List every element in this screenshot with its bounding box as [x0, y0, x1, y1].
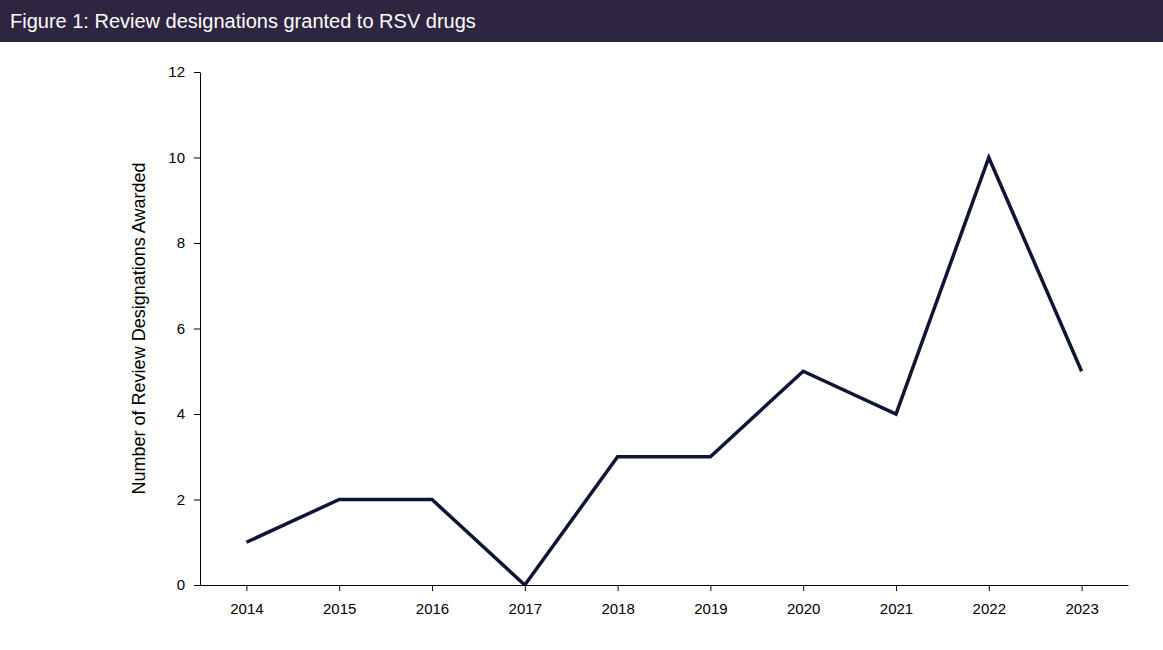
x-axis: 2014 2015 2016 2017 2018 2019 2020 2021 2022 2023: [201, 585, 1129, 617]
x-tick: 2018: [601, 585, 634, 617]
x-tick-mark: [432, 585, 433, 591]
y-tick-mark: [194, 329, 200, 330]
x-tick: 2021: [880, 585, 913, 617]
x-tick-label: 2015: [323, 600, 356, 617]
y-tick-label: 6: [177, 320, 185, 337]
x-tick-mark: [989, 585, 990, 591]
x-tick-label: 2014: [230, 600, 263, 617]
x-tick-mark: [896, 585, 897, 591]
title: Figure 1: Review designations granted to…: [10, 10, 476, 32]
y-tick-label: 12: [168, 63, 185, 80]
x-tick-mark: [618, 585, 619, 591]
y-axis-title: Number of Review Designations Awarded: [129, 163, 149, 495]
x-tick: 2016: [416, 585, 449, 617]
y-tick-label: 8: [177, 234, 185, 251]
y-axis: 0 2 4 6 8 10 12: [168, 63, 200, 593]
series-line: [246, 158, 1081, 586]
x-tick-label: 2020: [787, 600, 820, 617]
x-tick-mark: [803, 585, 804, 591]
y-tick: 6: [177, 320, 200, 337]
x-tick: 2023: [1065, 585, 1098, 617]
x-tick-label: 2023: [1065, 600, 1098, 617]
x-tick-label: 2018: [601, 600, 634, 617]
y-tick-mark: [194, 158, 200, 159]
title-bar: [0, 0, 1163, 42]
x-tick: 2022: [973, 585, 1006, 617]
x-tick-label: 2016: [416, 600, 449, 617]
y-tick: 8: [177, 234, 200, 251]
y-tick-mark: [194, 72, 200, 73]
y-axis-line: [200, 73, 201, 586]
y-tick: 12: [168, 63, 200, 80]
x-tick: 2014: [230, 585, 263, 617]
x-tick-label: 2019: [694, 600, 727, 617]
y-tick: 10: [168, 149, 200, 166]
x-tick-mark: [1082, 585, 1083, 591]
x-tick-mark: [339, 585, 340, 591]
y-tick-label: 2: [177, 491, 185, 508]
x-tick: 2017: [509, 585, 542, 617]
y-tick-mark: [194, 414, 200, 415]
y-tick-mark: [194, 243, 200, 244]
y-tick: 0: [177, 576, 200, 593]
chart: Figure 1: Review designations granted to…: [0, 0, 1163, 650]
y-tick-label: 0: [177, 576, 185, 593]
y-tick: 2: [177, 491, 200, 508]
y-tick-mark: [194, 585, 200, 586]
y-tick: 4: [177, 405, 200, 422]
plot: 0 2 4 6 8 10 12 2014 2015 2016 2017 2018 2019 2020 202…: [168, 63, 1128, 616]
x-tick-mark: [710, 585, 711, 591]
x-tick: 2015: [323, 585, 356, 617]
x-tick-label: 2017: [509, 600, 542, 617]
marks: [246, 158, 1081, 586]
x-tick-label: 2022: [973, 600, 1006, 617]
y-tick-mark: [194, 500, 200, 501]
x-tick: 2019: [694, 585, 727, 617]
x-tick-mark: [246, 585, 247, 591]
x-tick-mark: [525, 585, 526, 591]
x-tick: 2020: [787, 585, 820, 617]
x-tick-label: 2021: [880, 600, 913, 617]
y-tick-label: 4: [177, 405, 185, 422]
y-tick-label: 10: [168, 149, 185, 166]
